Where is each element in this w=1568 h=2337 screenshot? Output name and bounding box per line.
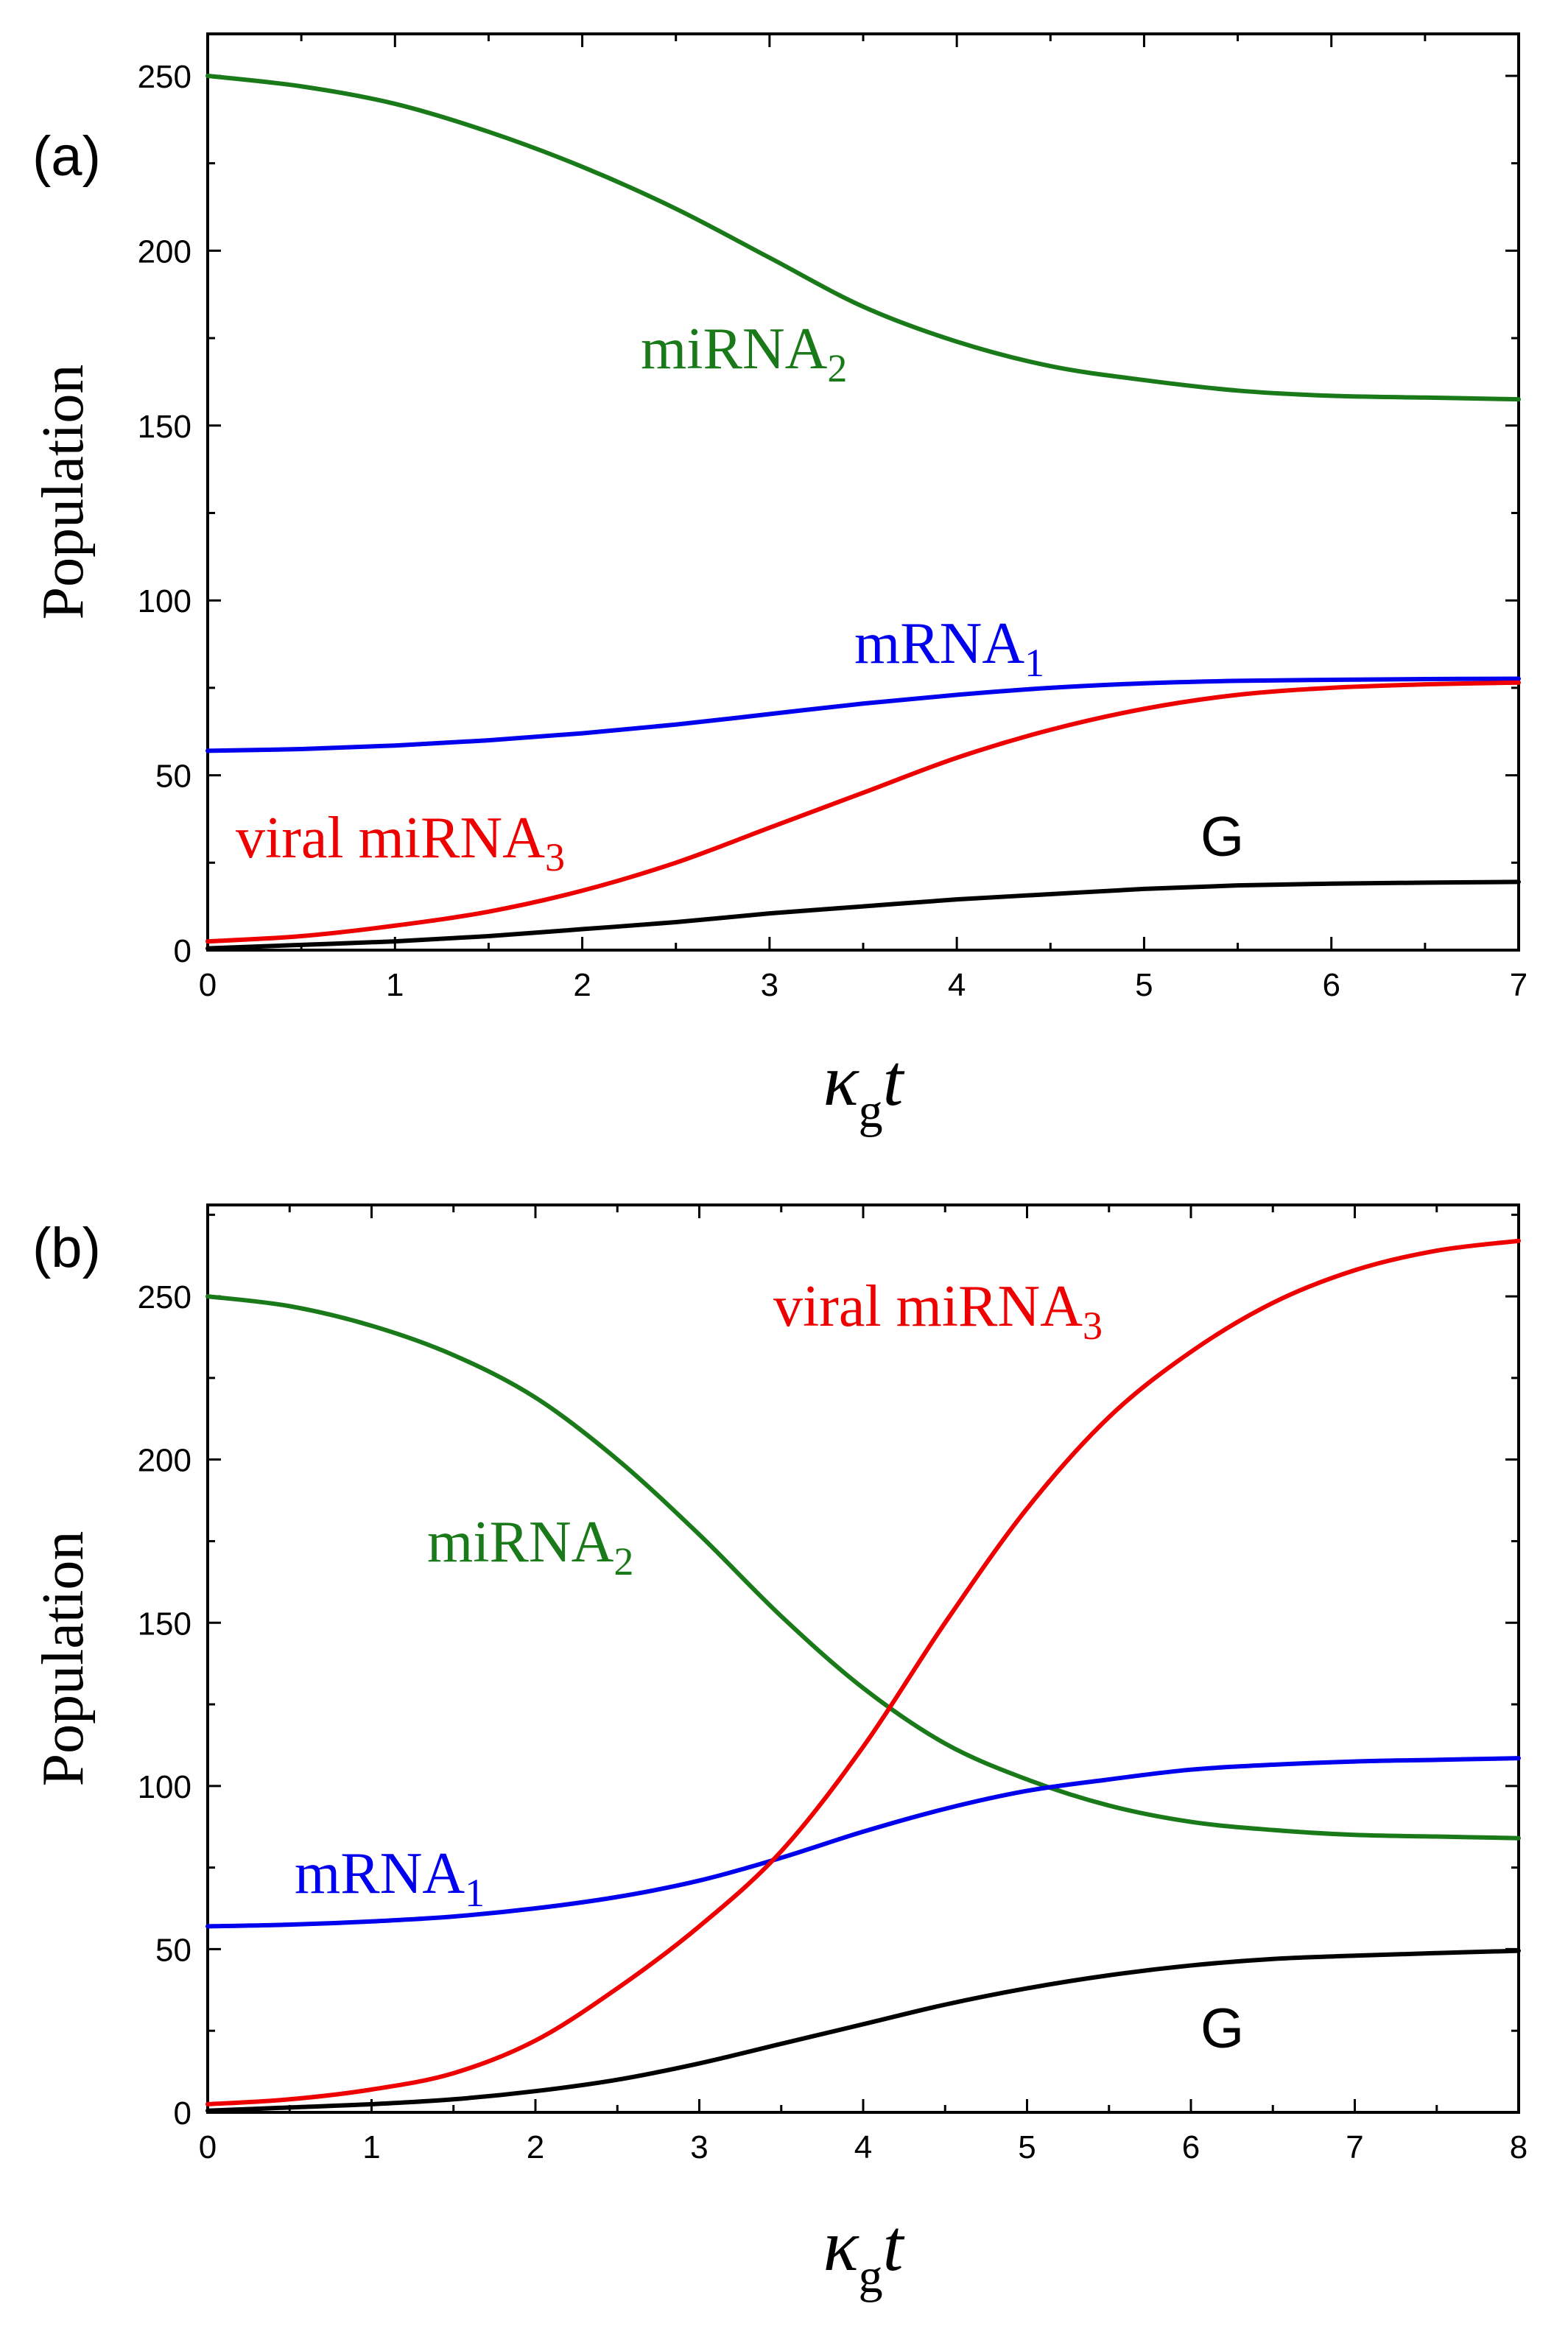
x-tick-label: 4: [948, 967, 966, 1003]
panel-label: (b): [32, 1217, 101, 1279]
series-label-main: viral miRNA: [773, 1274, 1083, 1339]
series-label-mirna2: miRNA2: [641, 317, 847, 390]
series-label-mrna1: mRNA1: [854, 611, 1044, 685]
series-label-main: mRNA: [295, 1841, 465, 1906]
y-tick-label: 150: [138, 1606, 191, 1642]
series-line-viral-mirna3: [205, 680, 1521, 944]
series-label-g: G: [1200, 1997, 1244, 2060]
series-label-subscript: 3: [1083, 1304, 1103, 1348]
x-tick-label: 4: [854, 2129, 872, 2165]
x-tick-label: 3: [690, 2129, 708, 2165]
series-label-mirna2: miRNA2: [427, 1510, 633, 1584]
series-label-subscript: 2: [614, 1539, 633, 1584]
x-tick-label: 5: [1135, 967, 1153, 1003]
series-line-g: [205, 1948, 1521, 2113]
x-tick-label: 3: [761, 967, 778, 1003]
x-tick-label: 8: [1510, 2129, 1527, 2165]
series-line-mirna2: [205, 1294, 1521, 1841]
series-line-mirna2: [205, 73, 1521, 402]
series-label-subscript: 2: [827, 346, 847, 390]
y-tick-label: 50: [155, 1932, 191, 1968]
series-label-main: miRNA: [427, 1510, 614, 1575]
x-axis-label-var: t: [883, 2204, 905, 2286]
x-tick-label: 0: [199, 2129, 217, 2165]
y-axis-label: Population: [31, 1531, 96, 1787]
x-axis-label-symbol: κ: [823, 2204, 860, 2286]
series-line-mrna1: [205, 1756, 1521, 1929]
series-label-main: G: [1200, 1997, 1244, 2060]
y-tick-label: 50: [155, 759, 191, 795]
series-label-mrna1: mRNA1: [295, 1841, 485, 1915]
x-tick-label: 1: [386, 967, 404, 1003]
y-tick-label: 100: [138, 1769, 191, 1805]
x-axis-label-var: t: [883, 1039, 905, 1121]
series-label-main: mRNA: [854, 611, 1024, 676]
series-label-subscript: 3: [545, 835, 565, 879]
panel-b: 0 1 2 3 4 5 6 7 8 0 50 100 150 200 250 Population κgt (b)…: [31, 1203, 1527, 2303]
series-label-main: viral miRNA: [236, 806, 545, 871]
x-tick-label: 5: [1018, 2129, 1036, 2165]
series-line-g: [205, 879, 1521, 951]
series-label-main: miRNA: [641, 317, 828, 382]
x-tick-label: 6: [1182, 2129, 1200, 2165]
x-axis-label: κgt: [823, 2204, 905, 2303]
y-tick-label: 0: [174, 933, 191, 969]
y-tick-label: 250: [138, 59, 191, 95]
x-tick-label: 7: [1346, 2129, 1363, 2165]
series-line-viral-mirna3: [205, 1238, 1521, 2106]
series-label-subscript: 1: [1024, 641, 1044, 685]
x-tick-label: 0: [199, 967, 217, 1003]
series-label-viral-mirna3: viral miRNA3: [773, 1274, 1103, 1348]
panel-label: (a): [32, 125, 101, 188]
series-label-main: G: [1200, 806, 1244, 868]
y-tick-label: 200: [138, 1443, 191, 1479]
x-axis-label-subscript: g: [859, 1084, 883, 1138]
y-tick-label: 200: [138, 233, 191, 270]
series-label-subscript: 1: [465, 1871, 485, 1915]
x-tick-label: 7: [1510, 967, 1527, 1003]
series-line-mrna1: [205, 676, 1521, 753]
series-label-g: G: [1200, 806, 1244, 868]
x-tick-label: 1: [362, 2129, 380, 2165]
x-tick-label: 2: [527, 2129, 544, 2165]
series-label-viral-mirna3: viral miRNA3: [236, 806, 565, 879]
x-axis-label: κgt: [823, 1039, 905, 1138]
y-tick-label: 0: [174, 2095, 191, 2132]
y-axis-label: Population: [31, 365, 96, 620]
y-tick-label: 150: [138, 409, 191, 445]
x-axis-label-subscript: g: [859, 2249, 883, 2303]
x-tick-label: 2: [573, 967, 591, 1003]
x-tick-label: 6: [1322, 967, 1340, 1003]
x-axis-label-symbol: κ: [823, 1039, 860, 1121]
y-tick-label: 250: [138, 1279, 191, 1315]
y-tick-label: 100: [138, 583, 191, 619]
panel-a: 0 1 2 3 4 5 6 7 0 50 100 150 200 250 Population κgt (a) m…: [31, 32, 1527, 1138]
